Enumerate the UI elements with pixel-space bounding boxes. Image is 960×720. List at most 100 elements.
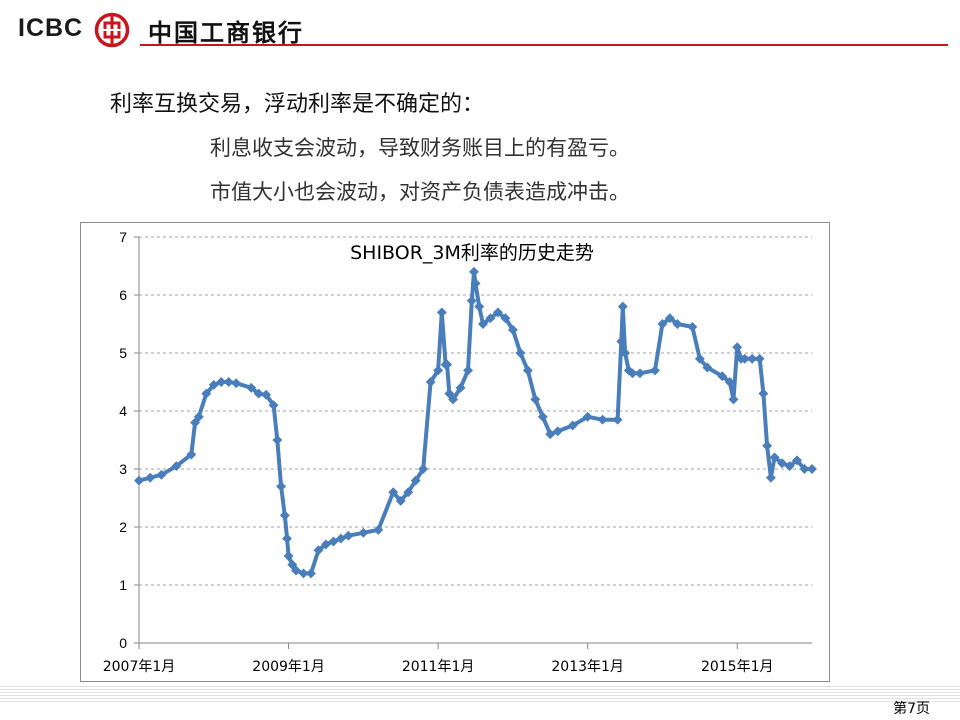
x-tick-label-0: 2007年1月 bbox=[103, 659, 176, 675]
data-point-0-62 bbox=[582, 411, 593, 422]
data-point-0-25 bbox=[313, 545, 324, 556]
data-point-0-86 bbox=[758, 388, 769, 399]
data-point-0-19 bbox=[282, 533, 293, 544]
footer-band bbox=[0, 686, 960, 702]
body-line-2: 利息收支会波动，导致财务账目上的有盈亏。 bbox=[210, 136, 630, 160]
data-point-0-49 bbox=[474, 301, 485, 312]
x-tick-label-3: 2013年1月 bbox=[551, 659, 624, 675]
data-point-0-33 bbox=[395, 495, 406, 506]
y-tick-label-5: 5 bbox=[119, 345, 127, 361]
data-point-0-9 bbox=[216, 377, 227, 387]
data-point-0-1 bbox=[145, 472, 156, 483]
data-point-0-46 bbox=[466, 295, 477, 306]
data-point-0-91 bbox=[784, 461, 795, 472]
data-point-0-64 bbox=[612, 414, 623, 425]
data-point-0-28 bbox=[335, 533, 346, 544]
y-tick-label-4: 4 bbox=[119, 403, 127, 419]
data-point-0-77 bbox=[702, 362, 713, 373]
data-point-0-84 bbox=[747, 353, 758, 364]
data-point-0-79 bbox=[724, 377, 735, 387]
data-point-0-73 bbox=[664, 313, 675, 324]
data-point-0-18 bbox=[279, 510, 290, 521]
data-point-0-60 bbox=[552, 426, 563, 437]
data-point-0-2 bbox=[156, 469, 167, 480]
data-point-0-75 bbox=[687, 321, 698, 332]
data-point-0-71 bbox=[650, 365, 660, 376]
data-point-0-92 bbox=[792, 455, 802, 466]
y-tick-label-1: 1 bbox=[119, 577, 127, 593]
x-tick-label-4: 2015年1月 bbox=[701, 659, 774, 675]
y-tick-label-6: 6 bbox=[119, 287, 127, 303]
y-tick-label-2: 2 bbox=[119, 519, 127, 535]
data-point-0-6 bbox=[193, 411, 204, 422]
page-number: 第7页 bbox=[893, 701, 930, 717]
data-point-0-17 bbox=[276, 481, 287, 492]
data-point-0-65 bbox=[616, 336, 627, 347]
data-point-0-0 bbox=[134, 475, 144, 486]
data-point-0-93 bbox=[799, 464, 810, 474]
data-point-0-70 bbox=[635, 368, 645, 379]
data-point-0-8 bbox=[208, 379, 219, 390]
bank-name: 中国工商银行 bbox=[148, 19, 304, 47]
data-point-0-16 bbox=[272, 435, 283, 445]
data-point-0-59 bbox=[545, 429, 556, 440]
y-tick-label-0: 0 bbox=[119, 635, 127, 651]
chart-frame: 0 1 2 3 4 5 6 7 2007年1月 2009年1月 2011年1月 2013年1月 2015… bbox=[80, 222, 830, 682]
data-point-0-12 bbox=[246, 382, 257, 393]
data-point-0-80 bbox=[728, 394, 739, 405]
data-point-0-32 bbox=[388, 487, 399, 498]
header: ICBC 中国工商银行 bbox=[0, 0, 960, 60]
y-tick-label-3: 3 bbox=[119, 461, 127, 477]
series-line-0 bbox=[137, 269, 814, 576]
data-point-0-83 bbox=[739, 353, 750, 364]
data-point-0-14 bbox=[261, 389, 272, 400]
data-point-0-63 bbox=[597, 414, 608, 425]
data-point-0-47 bbox=[469, 266, 479, 277]
data-point-0-88 bbox=[765, 472, 776, 483]
shibor-line-chart: 0 1 2 3 4 5 6 7 2007年1月 2009年1月 2011年1月 2013年1月 2015… bbox=[103, 229, 817, 675]
data-point-0-26 bbox=[320, 539, 331, 550]
header-divider bbox=[140, 44, 948, 46]
data-point-0-89 bbox=[769, 452, 780, 463]
data-point-0-11 bbox=[231, 378, 242, 389]
data-point-0-29 bbox=[343, 530, 354, 541]
data-point-0-58 bbox=[537, 411, 548, 422]
data-point-0-90 bbox=[777, 458, 788, 469]
data-point-0-81 bbox=[732, 342, 743, 353]
data-point-0-20 bbox=[283, 551, 294, 561]
y-tick-label-7: 7 bbox=[119, 229, 127, 245]
data-point-0-51 bbox=[485, 313, 496, 324]
data-point-0-94 bbox=[807, 464, 817, 474]
chart-title: SHIBOR_3M利率的历史走势 bbox=[350, 242, 594, 264]
icbc-emblem-icon bbox=[94, 12, 130, 48]
data-point-0-76 bbox=[694, 353, 705, 364]
data-point-0-30 bbox=[358, 527, 369, 538]
body-line-3: 市值大小也会波动，对资产负债表造成冲击。 bbox=[210, 180, 630, 204]
data-point-0-44 bbox=[455, 382, 466, 393]
data-point-0-61 bbox=[567, 420, 578, 431]
data-point-0-22 bbox=[291, 565, 301, 576]
data-point-0-31 bbox=[373, 524, 384, 535]
body-line-1: 利率互换交易，浮动利率是不确定的： bbox=[110, 92, 485, 117]
x-tick-label-1: 2009年1月 bbox=[252, 659, 325, 675]
data-point-0-54 bbox=[507, 324, 518, 335]
data-point-0-78 bbox=[717, 371, 728, 382]
data-point-0-67 bbox=[620, 348, 631, 358]
data-point-0-66 bbox=[617, 301, 628, 312]
data-point-0-74 bbox=[672, 319, 683, 329]
data-point-0-34 bbox=[403, 487, 414, 498]
data-point-0-3 bbox=[171, 461, 182, 472]
x-tick-label-2: 2011年1月 bbox=[402, 659, 475, 675]
data-point-0-85 bbox=[754, 353, 765, 364]
data-point-0-53 bbox=[500, 313, 511, 324]
data-point-0-15 bbox=[268, 400, 279, 411]
data-point-0-39 bbox=[436, 307, 447, 318]
icbc-logo-text: ICBC bbox=[18, 14, 84, 42]
data-point-0-27 bbox=[328, 536, 339, 547]
data-point-0-87 bbox=[762, 440, 773, 451]
data-point-0-7 bbox=[201, 388, 212, 399]
data-point-0-10 bbox=[223, 377, 234, 387]
data-point-0-69 bbox=[627, 368, 638, 379]
data-point-0-24 bbox=[306, 568, 316, 579]
data-point-0-72 bbox=[657, 319, 668, 329]
